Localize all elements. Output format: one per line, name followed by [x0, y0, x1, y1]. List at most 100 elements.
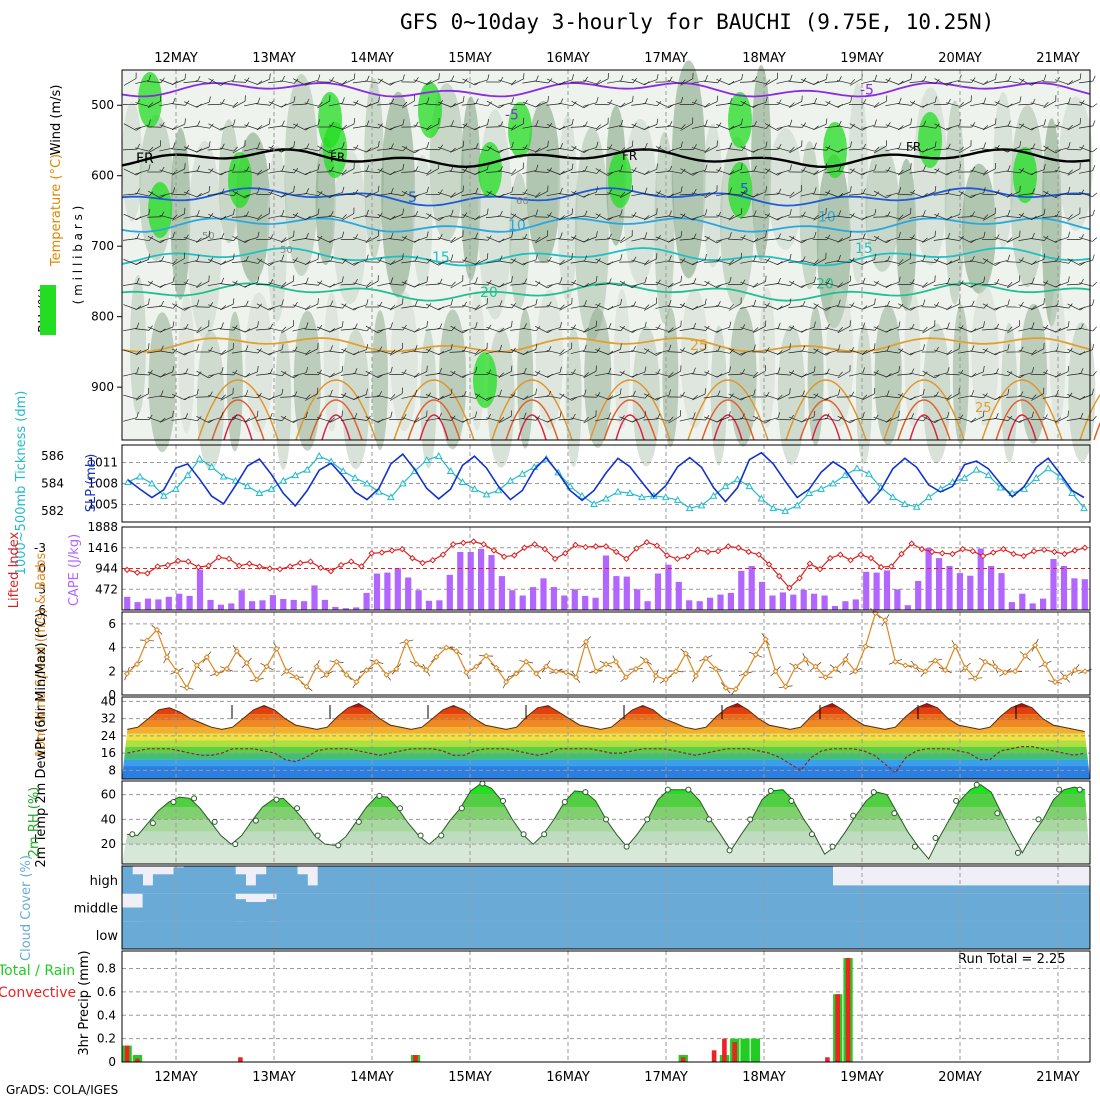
wind-barb-shaft — [147, 145, 161, 154]
wind-barb-shaft — [776, 192, 791, 197]
cloud-bar-high — [513, 866, 524, 894]
wind-barb — [365, 96, 380, 108]
wind-barb-shaft — [582, 215, 597, 219]
wind-barb-shaft — [292, 238, 307, 241]
wind-barb-shaft — [1054, 237, 1069, 242]
wind-barb — [147, 190, 166, 199]
li-marker — [745, 548, 752, 556]
temp-tick-label: 32 — [101, 712, 116, 726]
temp-band — [122, 740, 1090, 747]
wind-barb-shaft — [667, 236, 682, 243]
li-marker — [582, 543, 589, 551]
cloud-bar-high — [492, 866, 504, 894]
wind-barb-shaft — [619, 395, 634, 399]
wind-barb-shaft — [1055, 326, 1069, 333]
wind-barb — [522, 75, 539, 84]
cloud-bar-middle — [719, 893, 730, 922]
wind-barb-shaft — [837, 281, 851, 288]
wind-barb-shaft — [220, 214, 234, 220]
wind-barb — [740, 282, 759, 287]
wind-barb-flag — [995, 262, 1001, 266]
rh-marker — [870, 789, 877, 796]
wind-barb-shaft — [836, 125, 851, 129]
wind-barb-flag — [196, 282, 202, 287]
wind-barb-shaft — [619, 326, 633, 333]
cape-bar — [821, 595, 828, 610]
wind-barb — [994, 326, 1013, 332]
wind10m-marker — [333, 658, 340, 665]
wind-barb-flag — [1043, 163, 1046, 170]
wind-barb — [183, 299, 200, 310]
rh-high-shading — [508, 102, 532, 158]
wind-barb-flag — [390, 411, 393, 418]
wind-barb — [159, 187, 176, 197]
wind-barb-flag — [923, 371, 928, 377]
wind-barb-flag — [305, 349, 311, 355]
wind-barb-shaft — [352, 170, 367, 174]
wind-barb — [1054, 231, 1071, 242]
wind-barb-shaft — [426, 303, 439, 311]
wind-barb-flag — [862, 277, 866, 284]
wind-barb-flag — [850, 168, 855, 174]
wind-barb — [244, 321, 259, 333]
wind-barb-shaft — [716, 78, 730, 86]
wind-barb — [304, 369, 322, 376]
wind-barb-flag — [160, 95, 162, 102]
wind-barb-flag — [366, 388, 368, 395]
wind-barb-flag — [681, 124, 686, 129]
wind-barb-flag — [983, 125, 989, 130]
cloud-bar-middle — [667, 893, 679, 922]
wind-barb — [667, 231, 683, 243]
cloud-bar-middle — [709, 893, 720, 922]
wind-barb-shaft — [655, 305, 670, 309]
cloud-bar-high — [358, 866, 370, 894]
wind-barb-shaft — [171, 348, 185, 356]
wind-barb — [813, 303, 832, 311]
wind-barb — [558, 324, 576, 330]
li-marker — [215, 554, 223, 561]
wind-barb — [655, 299, 672, 309]
wind-barb — [159, 321, 175, 333]
cape-bar — [415, 590, 422, 610]
temp-contour-label: FR — [330, 151, 345, 165]
wind-barb — [256, 234, 274, 240]
wind-barb — [570, 389, 587, 400]
wind-barb-shaft — [353, 101, 367, 108]
wind-barb — [171, 118, 186, 131]
wind-barb-shaft — [377, 214, 391, 220]
wind-barb-shaft — [680, 78, 693, 86]
cloud-bar-middle — [997, 893, 1008, 922]
cloud-bar-high — [245, 885, 257, 894]
wind10m-marker — [253, 676, 260, 683]
temp-contour-bubble — [393, 379, 475, 441]
wind-barb-shaft — [667, 125, 682, 129]
wind-barb-flag — [971, 300, 975, 307]
wind-barb — [159, 410, 174, 423]
cloud-bar-low — [1069, 921, 1081, 949]
wind-barb-flag — [862, 322, 866, 329]
wind-barb — [607, 192, 626, 197]
wind-barb-flag — [426, 186, 429, 193]
wind-barb-shaft — [643, 79, 658, 85]
wind-barb-flag — [415, 76, 419, 83]
wind-barb-flag — [439, 368, 443, 374]
rh-frame — [121, 780, 1091, 865]
wind-barb-flag — [342, 214, 347, 219]
wind-barb-shaft — [776, 147, 791, 152]
wind-barb-flag — [704, 388, 706, 395]
wind-barb-shaft — [268, 394, 282, 400]
temp-contour-line — [121, 217, 1091, 233]
wind-barb-flag — [318, 414, 322, 420]
wind-barb-shaft — [921, 146, 936, 153]
wind-barb-flag — [329, 149, 335, 154]
wind-barb-shaft — [837, 236, 851, 243]
wind-barb-shaft — [607, 80, 621, 84]
cloud-bar-high — [853, 885, 864, 894]
wind-barb-shaft — [643, 258, 657, 266]
cloud-bar-high — [904, 885, 916, 894]
wind-barb-shaft — [861, 373, 876, 376]
wind-barb-flag — [511, 97, 514, 103]
wind-barb-flag — [862, 411, 865, 418]
upper-air-ylabel-wind: Wind (m/s) — [49, 85, 64, 156]
wind-barb-flag — [499, 344, 503, 351]
